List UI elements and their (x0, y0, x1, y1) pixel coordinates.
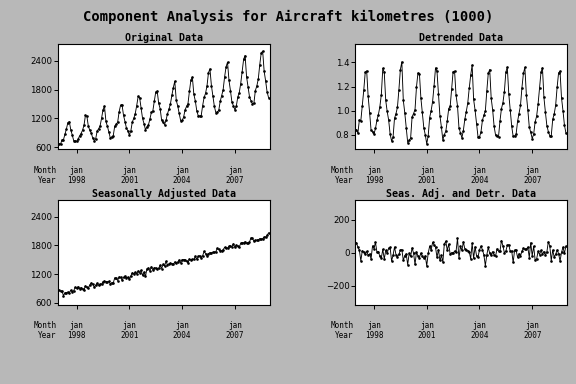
Text: jan: jan (123, 166, 137, 175)
Text: Year: Year (335, 331, 354, 340)
Text: jan: jan (367, 166, 381, 175)
Text: Year: Year (38, 175, 56, 185)
Title: Original Data: Original Data (125, 33, 203, 43)
Text: 2007: 2007 (523, 331, 541, 340)
Text: jan: jan (123, 321, 137, 330)
Text: 2007: 2007 (226, 175, 244, 185)
Text: jan: jan (472, 321, 486, 330)
Text: 1998: 1998 (67, 331, 86, 340)
Title: Detrended Data: Detrended Data (419, 33, 503, 43)
Text: jan: jan (175, 166, 189, 175)
Text: jan: jan (228, 321, 242, 330)
Text: 2004: 2004 (470, 331, 488, 340)
Text: Month: Month (331, 321, 354, 330)
Text: 2001: 2001 (120, 175, 139, 185)
Text: jan: jan (367, 321, 381, 330)
Text: 2004: 2004 (173, 175, 191, 185)
Text: 2007: 2007 (226, 331, 244, 340)
Text: jan: jan (420, 321, 434, 330)
Text: jan: jan (525, 321, 539, 330)
Text: jan: jan (525, 166, 539, 175)
Title: Seasonally Adjusted Data: Seasonally Adjusted Data (92, 188, 236, 199)
Text: 2001: 2001 (120, 331, 139, 340)
Text: 2001: 2001 (418, 175, 436, 185)
Text: Year: Year (335, 175, 354, 185)
Text: jan: jan (70, 166, 84, 175)
Text: 2004: 2004 (173, 331, 191, 340)
Text: Year: Year (38, 331, 56, 340)
Text: 2001: 2001 (418, 331, 436, 340)
Text: jan: jan (228, 166, 242, 175)
Text: jan: jan (472, 166, 486, 175)
Text: jan: jan (175, 321, 189, 330)
Text: Component Analysis for Aircraft kilometres (1000): Component Analysis for Aircraft kilometr… (83, 10, 493, 24)
Text: 1998: 1998 (365, 331, 383, 340)
Text: 1998: 1998 (365, 175, 383, 185)
Text: jan: jan (70, 321, 84, 330)
Text: Month: Month (33, 321, 56, 330)
Title: Seas. Adj. and Detr. Data: Seas. Adj. and Detr. Data (386, 188, 536, 199)
Text: Month: Month (33, 166, 56, 175)
Text: 1998: 1998 (67, 175, 86, 185)
Text: 2004: 2004 (470, 175, 488, 185)
Text: jan: jan (420, 166, 434, 175)
Text: Month: Month (331, 166, 354, 175)
Text: 2007: 2007 (523, 175, 541, 185)
